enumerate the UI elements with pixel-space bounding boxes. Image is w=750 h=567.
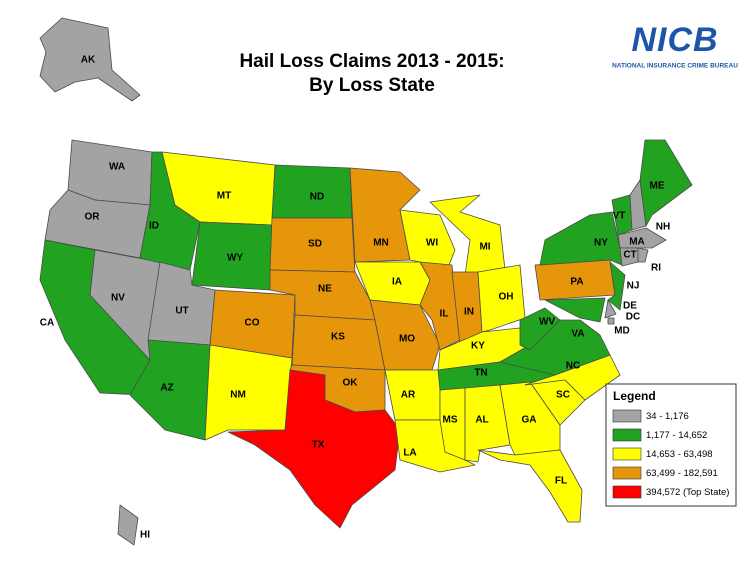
- legend-swatch: [612, 466, 642, 480]
- legend-label: 14,653 - 63,498: [646, 449, 713, 460]
- state-label: OH: [499, 292, 514, 303]
- state-shape: [439, 387, 466, 461]
- legend-label: 394,572 (Top State): [646, 487, 729, 498]
- state-shape: [477, 264, 526, 333]
- state-shape: [39, 17, 141, 102]
- legend-swatch: [612, 447, 642, 461]
- legend-swatch: [612, 409, 642, 423]
- state-label: OR: [85, 212, 101, 223]
- state-label: MI: [479, 242, 490, 253]
- state-label: AR: [401, 390, 416, 401]
- state-label: NY: [594, 238, 608, 249]
- legend-swatch: [612, 428, 642, 442]
- state-label: PA: [570, 277, 583, 288]
- state-shape: [117, 504, 139, 546]
- subtitle: By Loss State: [309, 75, 435, 96]
- state-shape: [617, 227, 667, 249]
- state-label: MO: [399, 334, 415, 345]
- state-label: IL: [440, 309, 449, 320]
- state-label: RI: [651, 263, 661, 274]
- state-label: UT: [175, 306, 188, 317]
- state-shape: [429, 194, 506, 276]
- state-label: NE: [318, 284, 332, 295]
- state-label: ND: [310, 192, 324, 203]
- state-label: WY: [227, 253, 243, 264]
- state-shape: [204, 344, 293, 441]
- legend-label: 34 - 1,176: [646, 411, 689, 422]
- state-label: NC: [566, 361, 580, 372]
- state-shape: [477, 449, 583, 523]
- legend-label: 1,177 - 14,652: [646, 430, 707, 441]
- state-label: WA: [109, 162, 125, 173]
- state-label: DE: [623, 301, 637, 312]
- state-label: MA: [629, 237, 645, 248]
- state-label: FL: [555, 476, 567, 487]
- state-label: SD: [308, 239, 322, 250]
- legend-box: [605, 383, 737, 507]
- state-label: IN: [464, 307, 474, 318]
- state-labels: AK HI WA OR CA NV ID MT WY UT AZ CO NM ND SD NE KS OK TX MN…: [40, 55, 670, 541]
- state-label: NH: [656, 222, 670, 233]
- state-label: CA: [40, 318, 54, 329]
- state-label: GA: [522, 415, 537, 426]
- state-label: KY: [471, 341, 485, 352]
- state-label: NJ: [627, 281, 640, 292]
- legend-title: Legend: [613, 389, 656, 403]
- legend-label: 63,499 - 182,591: [646, 468, 718, 479]
- state-label: VA: [571, 329, 584, 340]
- state-label: ID: [149, 221, 159, 232]
- state-label: MT: [217, 191, 231, 202]
- state-label: IA: [392, 277, 402, 288]
- state-shape: [607, 261, 626, 311]
- state-label: TN: [474, 368, 487, 379]
- state-label: AK: [81, 55, 96, 66]
- state-label: WV: [539, 317, 555, 328]
- title: Hail Loss Claims 2013 - 2015:: [239, 51, 504, 72]
- state-shape: [499, 319, 611, 376]
- state-label: AZ: [160, 383, 173, 394]
- state-label: NV: [111, 293, 125, 304]
- state-label: TX: [312, 440, 325, 451]
- legend-swatch: [612, 485, 642, 499]
- states: [39, 17, 693, 546]
- state-shape: [637, 247, 649, 263]
- logo-name: NICB: [631, 21, 718, 59]
- state-label: HI: [140, 530, 150, 541]
- state-label: WI: [426, 238, 438, 249]
- state-shape: [227, 369, 401, 529]
- state-label: VT: [613, 211, 626, 222]
- state-shape: [519, 307, 561, 351]
- state-shape: [544, 297, 606, 323]
- state-label: MS: [443, 415, 458, 426]
- state-shape: [604, 299, 617, 319]
- state-shape: [607, 317, 615, 325]
- state-label: CO: [245, 318, 260, 329]
- state-label: AL: [475, 415, 488, 426]
- legend: Legend 34 - 1,176 1,177 - 14,652 14,653 - …: [605, 383, 737, 507]
- state-label: SC: [556, 390, 570, 401]
- state-label: CT: [623, 250, 636, 261]
- state-label: ME: [650, 181, 665, 192]
- state-label: OK: [343, 378, 359, 389]
- state-shape: [639, 139, 693, 227]
- state-label: DC: [626, 312, 640, 323]
- state-label: MD: [614, 326, 630, 337]
- state-label: NM: [230, 390, 246, 401]
- state-label: KS: [331, 332, 345, 343]
- state-label: MN: [373, 238, 389, 249]
- state-label: LA: [403, 448, 416, 459]
- logo-tagline: NATIONAL INSURANCE CRIME BUREAU: [612, 63, 738, 70]
